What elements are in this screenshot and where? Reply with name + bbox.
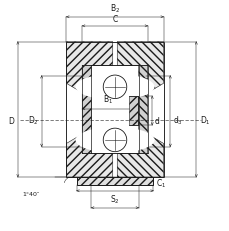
Text: C$_1$: C$_1$	[155, 176, 165, 189]
Text: D$_1$: D$_1$	[199, 114, 210, 127]
Text: C: C	[112, 15, 117, 24]
Polygon shape	[82, 66, 91, 82]
Ellipse shape	[75, 128, 154, 153]
Polygon shape	[128, 96, 137, 126]
Text: 1°40″: 1°40″	[23, 191, 40, 196]
Circle shape	[103, 129, 126, 152]
Polygon shape	[66, 43, 112, 93]
Text: B$_2$: B$_2$	[109, 3, 120, 15]
Text: D: D	[8, 116, 14, 125]
Polygon shape	[117, 43, 163, 93]
Bar	[64, 40, 165, 188]
Text: S$_2$: S$_2$	[110, 193, 119, 206]
Text: d$_3$: d$_3$	[172, 114, 182, 127]
Polygon shape	[138, 79, 147, 149]
Text: D$_2$: D$_2$	[28, 114, 39, 127]
Ellipse shape	[75, 75, 154, 100]
Text: B$_1$: B$_1$	[103, 93, 113, 106]
Text: d: d	[154, 116, 159, 125]
Polygon shape	[82, 146, 91, 154]
Circle shape	[103, 76, 126, 99]
Polygon shape	[76, 177, 153, 185]
Polygon shape	[66, 134, 112, 177]
Polygon shape	[138, 146, 147, 154]
Polygon shape	[82, 79, 91, 149]
Polygon shape	[138, 66, 147, 82]
Polygon shape	[117, 134, 163, 177]
